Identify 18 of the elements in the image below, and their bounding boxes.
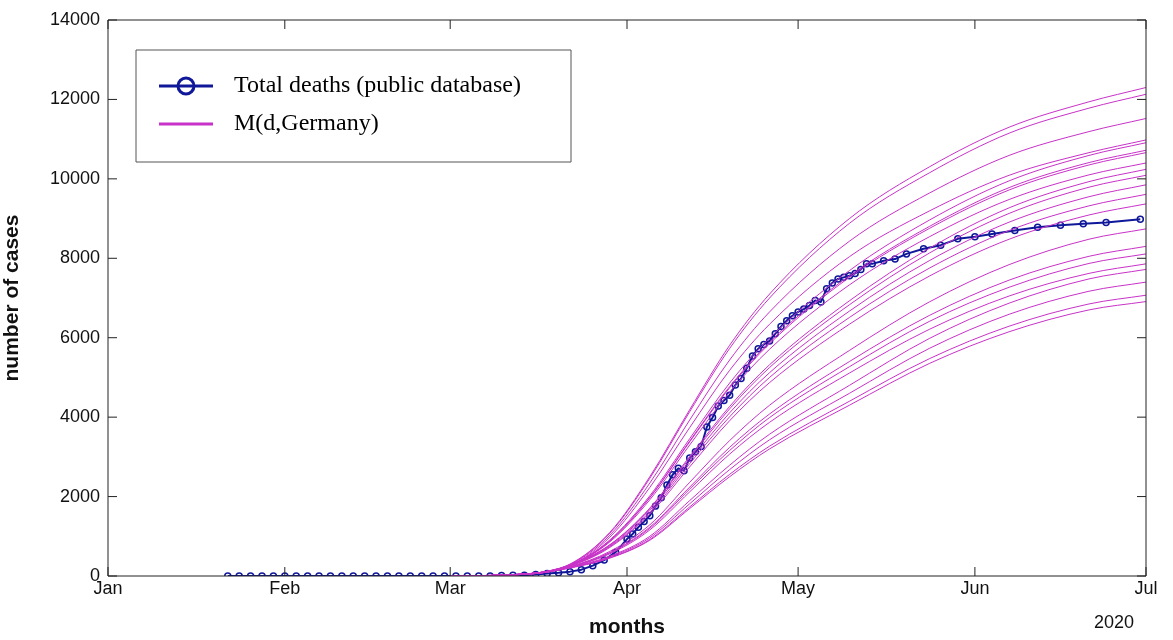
x-tick-label: Feb	[269, 577, 301, 598]
text: 2020	[1093, 612, 1134, 632]
y-axis-title: number of cases	[0, 214, 23, 382]
x-tick-label: Jul	[1134, 577, 1158, 598]
x-tick-label: Apr	[612, 577, 642, 598]
legend-label: M(d,Germany)	[234, 109, 379, 136]
x-axis-title: months	[589, 614, 665, 638]
y-tick-label: 6000	[59, 326, 100, 347]
x-tick-label: Mar	[434, 577, 466, 598]
y-tick-label: 14000	[49, 8, 100, 29]
y-tick-label: 12000	[49, 88, 100, 109]
x-tick-label: May	[781, 577, 816, 598]
y-tick-label: 8000	[59, 247, 100, 268]
legend-label: Total deaths (public database)	[234, 71, 521, 98]
y-tick-label: 10000	[49, 167, 100, 188]
x-tick-label: Jun	[960, 577, 990, 598]
y-tick-label: 2000	[59, 485, 100, 506]
y-tick-label: 4000	[59, 406, 100, 427]
